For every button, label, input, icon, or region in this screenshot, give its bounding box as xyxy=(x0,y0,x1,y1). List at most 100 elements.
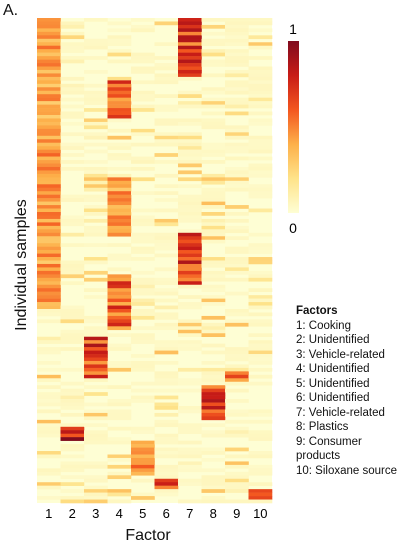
heatmap-cell xyxy=(225,52,249,57)
heatmap-cell xyxy=(154,326,179,331)
heatmap-cell xyxy=(131,177,155,182)
heatmap-cell xyxy=(154,464,179,469)
heatmap-cell xyxy=(60,444,85,448)
heatmap-cell xyxy=(60,461,85,466)
heatmap-cell xyxy=(60,423,85,428)
heatmap-cell xyxy=(178,142,202,147)
heatmap-cell xyxy=(131,281,155,286)
heatmap-cell xyxy=(201,187,226,192)
heatmap-cell xyxy=(154,412,179,417)
heatmap-cell xyxy=(248,295,273,299)
heatmap-cell xyxy=(178,302,202,306)
heatmap-cell xyxy=(201,395,226,400)
heatmap-cell xyxy=(248,298,273,303)
heatmap-cell xyxy=(154,21,179,26)
heatmap-cell xyxy=(248,277,273,282)
heatmap-cell xyxy=(60,333,85,338)
heatmap-cell xyxy=(37,21,61,26)
heatmap-cell xyxy=(37,59,61,64)
heatmap-cell xyxy=(37,153,61,157)
heatmap-cell xyxy=(37,482,61,486)
heatmap-cell xyxy=(201,232,226,237)
heatmap-cell xyxy=(154,236,179,241)
heatmap-cell xyxy=(178,388,202,393)
heatmap-cell xyxy=(178,447,202,452)
heatmap-cell xyxy=(37,395,61,400)
heatmap-cell xyxy=(107,198,132,202)
heatmap-cell xyxy=(131,336,155,341)
heatmap-cell xyxy=(107,153,132,157)
heatmap-cell xyxy=(37,454,61,459)
heatmap-cell xyxy=(37,139,61,144)
heatmap-cell xyxy=(201,371,226,376)
heatmap-cell xyxy=(84,464,108,469)
heatmap-cell xyxy=(178,253,202,258)
heatmap-cell xyxy=(225,146,249,150)
heatmap-cell xyxy=(37,253,61,258)
heatmap-cell xyxy=(201,263,226,268)
heatmap-cell xyxy=(60,115,85,119)
heatmap-cell xyxy=(60,153,85,157)
heatmap-cell xyxy=(131,298,155,303)
heatmap-cell xyxy=(37,38,61,43)
heatmap-cell xyxy=(84,392,108,396)
heatmap-cell xyxy=(225,49,249,53)
heatmap-cell xyxy=(178,94,202,98)
heatmap-cell xyxy=(107,274,132,279)
heatmap-cell xyxy=(131,333,155,338)
x-tick-label: 8 xyxy=(210,506,217,521)
heatmap-cell xyxy=(84,194,108,199)
heatmap-cell xyxy=(201,284,226,289)
heatmap-cell xyxy=(37,166,61,171)
heatmap-cell xyxy=(60,475,85,480)
heatmap-cell xyxy=(178,333,202,338)
heatmap-cell xyxy=(154,347,179,351)
heatmap-cell xyxy=(225,347,249,351)
heatmap-cell xyxy=(84,364,108,369)
heatmap-cell xyxy=(107,111,132,116)
heatmap-cell xyxy=(131,309,155,313)
heatmap-cell xyxy=(60,454,85,459)
heatmap-cell xyxy=(84,478,108,483)
heatmap-cell xyxy=(131,28,155,33)
heatmap-cell xyxy=(107,288,132,292)
heatmap-cell xyxy=(248,374,273,379)
heatmap-cell xyxy=(201,198,226,202)
heatmap-cell xyxy=(178,63,202,67)
heatmap-cell xyxy=(248,357,273,362)
heatmap-cell xyxy=(248,319,273,324)
heatmap-cell xyxy=(107,225,132,230)
heatmap-cell xyxy=(131,471,155,476)
heatmap-cell xyxy=(248,121,273,126)
heatmap-cell xyxy=(107,322,132,327)
heatmap-cell xyxy=(248,274,273,279)
heatmap-cell xyxy=(225,229,249,234)
heatmap-cell xyxy=(107,399,132,403)
heatmap-cell xyxy=(107,184,132,189)
heatmap-cell xyxy=(131,451,155,455)
heatmap-cell xyxy=(178,153,202,157)
heatmap-cell xyxy=(37,232,61,237)
heatmap-cell xyxy=(201,277,226,282)
heatmap-cell xyxy=(60,347,85,351)
heatmap-cell xyxy=(84,371,108,376)
heatmap-cell xyxy=(84,45,108,50)
heatmap-cell xyxy=(37,340,61,344)
heatmap-cell xyxy=(107,437,132,441)
heatmap-cell xyxy=(178,163,202,168)
heatmap-cell xyxy=(131,315,155,320)
heatmap-cell xyxy=(248,340,273,344)
heatmap-cell xyxy=(84,492,108,497)
heatmap-cell xyxy=(60,243,85,247)
heatmap-cell xyxy=(248,288,273,292)
heatmap-cell xyxy=(107,108,132,112)
heatmap-cell xyxy=(154,291,179,296)
heatmap-cell xyxy=(225,111,249,116)
heatmap-cell xyxy=(225,125,249,130)
heatmap-cell xyxy=(154,343,179,348)
heatmap-cell xyxy=(225,173,249,178)
heatmap-cell xyxy=(178,69,202,74)
heatmap-cell xyxy=(154,381,179,386)
heatmap-cell xyxy=(178,139,202,144)
heatmap-cell xyxy=(201,423,226,428)
